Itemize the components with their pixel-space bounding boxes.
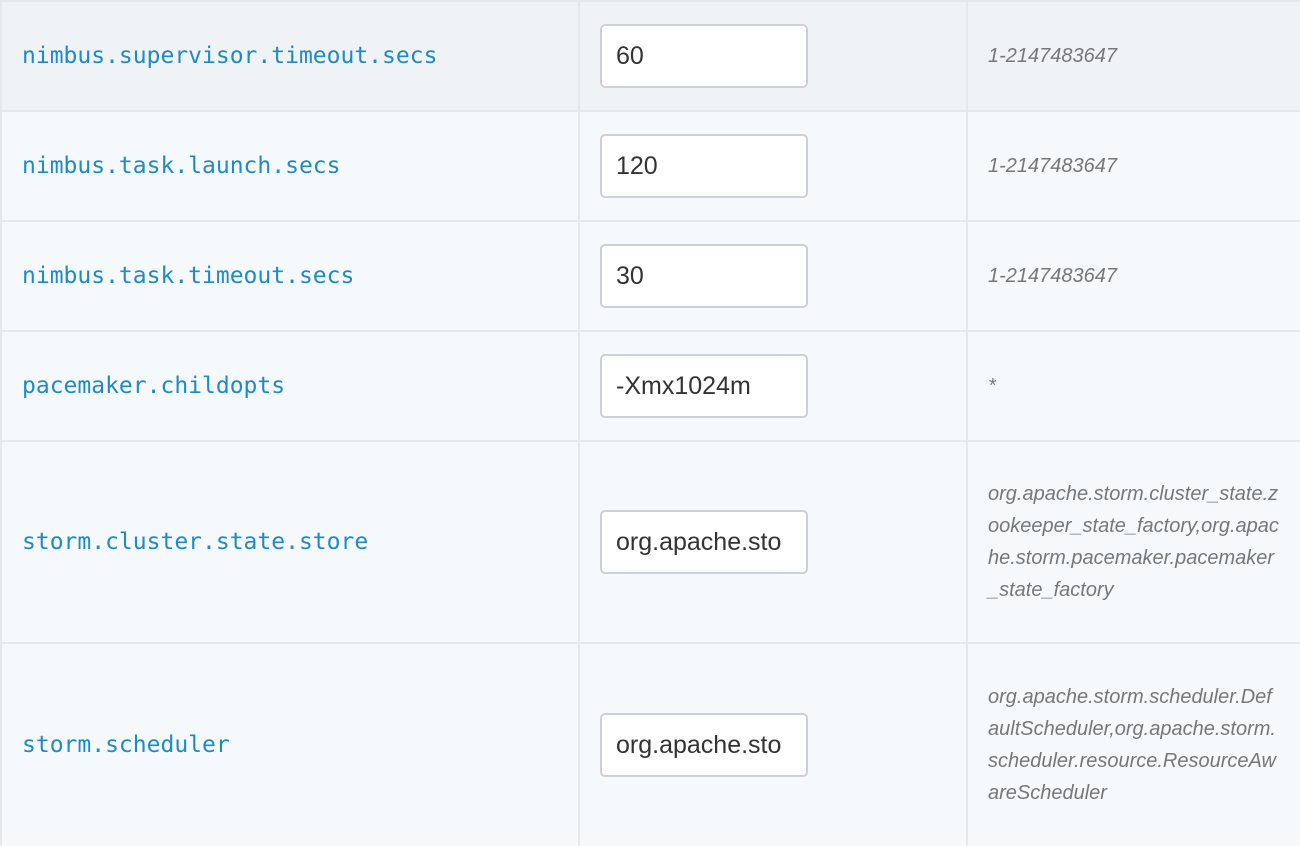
constraint: org.apache.storm.scheduler.DefaultSchedu… bbox=[966, 642, 1300, 846]
config-name: storm.cluster.state.store bbox=[0, 440, 580, 644]
constraint: 1-2147483647 bbox=[966, 220, 1300, 332]
value-input[interactable] bbox=[600, 244, 808, 308]
config-row: nimbus.supervisor.timeout.secs 1-21474836… bbox=[0, 0, 1300, 112]
constraint: org.apache.storm.cluster_state.zookeeper… bbox=[966, 440, 1300, 644]
config-name: pacemaker.childopts bbox=[0, 330, 580, 442]
constraint: 1-2147483647 bbox=[966, 110, 1300, 222]
value-input[interactable] bbox=[600, 713, 808, 777]
config-name: storm.scheduler bbox=[0, 642, 580, 846]
config-row: nimbus.task.launch.secs 1-2147483647 bbox=[0, 110, 1300, 222]
value-cell bbox=[578, 0, 968, 112]
value-input[interactable] bbox=[600, 134, 808, 198]
config-row: storm.cluster.state.store org.apache.stor… bbox=[0, 440, 1300, 644]
config-row: nimbus.task.timeout.secs 1-2147483647 bbox=[0, 220, 1300, 332]
value-cell bbox=[578, 642, 968, 846]
value-input[interactable] bbox=[600, 510, 808, 574]
value-cell bbox=[578, 330, 968, 442]
value-input[interactable] bbox=[600, 24, 808, 88]
constraint: * bbox=[966, 330, 1300, 442]
config-name: nimbus.task.timeout.secs bbox=[0, 220, 580, 332]
config-name: nimbus.task.launch.secs bbox=[0, 110, 580, 222]
constraint: 1-2147483647 bbox=[966, 0, 1300, 112]
value-cell bbox=[578, 220, 968, 332]
value-cell bbox=[578, 110, 968, 222]
config-row: storm.scheduler org.apache.storm.schedule… bbox=[0, 642, 1300, 846]
value-input[interactable] bbox=[600, 354, 808, 418]
value-cell bbox=[578, 440, 968, 644]
config-row: pacemaker.childopts * bbox=[0, 330, 1300, 442]
config-name: nimbus.supervisor.timeout.secs bbox=[0, 0, 580, 112]
